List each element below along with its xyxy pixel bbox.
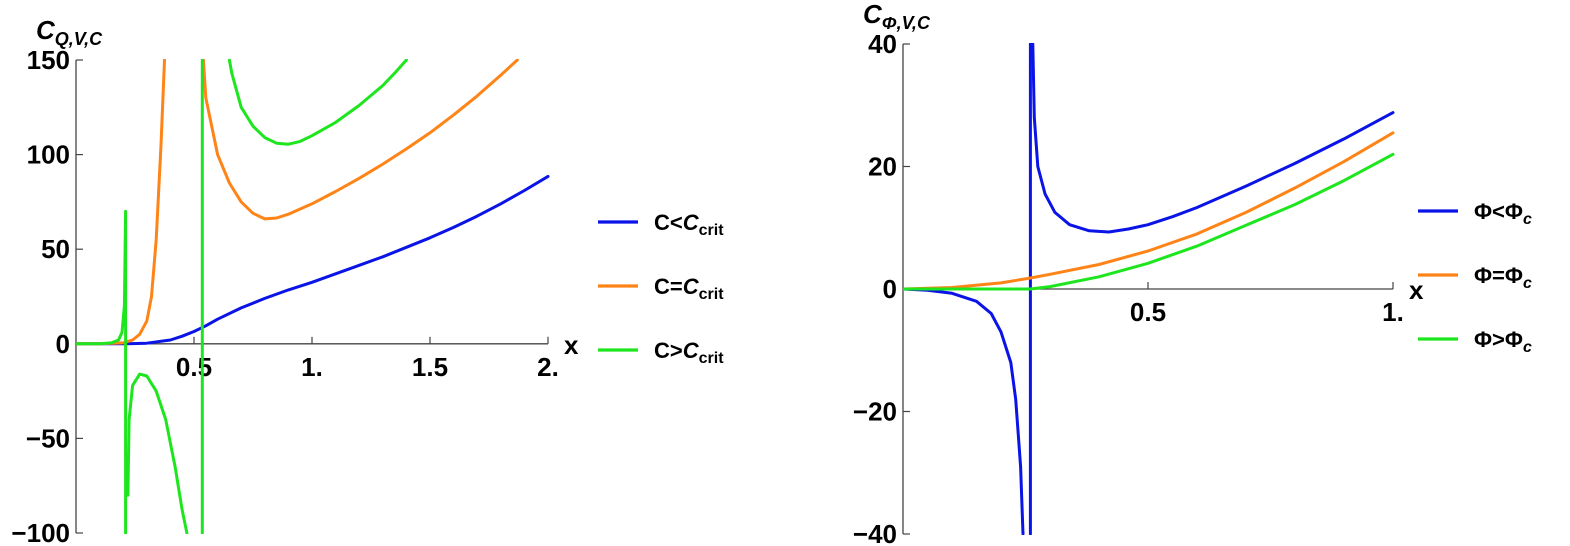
series-line-0-0 xyxy=(76,174,550,346)
series-line-1-0 xyxy=(1031,43,1395,234)
series-line-0-2 xyxy=(227,59,408,146)
y-axis-label: CQ,V,C xyxy=(36,15,103,49)
legend-label: C>Ccrit xyxy=(654,338,724,367)
y-tick-label: 50 xyxy=(41,234,70,264)
legend-label-sub: c xyxy=(1523,275,1532,292)
legend-item-0-1: C=Ccrit xyxy=(598,274,724,303)
y-tick-label: 100 xyxy=(27,140,70,170)
legend-label-sub: crit xyxy=(699,286,725,303)
x-tick-label: 2. xyxy=(537,352,559,382)
legend-label: Φ<Φc xyxy=(1474,199,1532,228)
series-line-1-2 xyxy=(903,152,1395,291)
y-axis-label-sub: Φ,V,C xyxy=(882,13,931,33)
legend-label-sub: crit xyxy=(699,350,725,367)
y-tick-label: 40 xyxy=(868,29,897,59)
y-axis-label: CΦ,V,C xyxy=(863,0,931,33)
x-tick-label: 1.5 xyxy=(412,352,448,382)
x-axis-label: x xyxy=(564,330,579,360)
x-tick-label: 1. xyxy=(301,352,323,382)
legend-label-sub: crit xyxy=(699,222,725,239)
legend-label-italic: C xyxy=(683,274,700,299)
y-tick-label: 20 xyxy=(868,152,897,182)
series-line-0-2 xyxy=(76,209,128,534)
legend-item-1-0: Φ<Φc xyxy=(1418,199,1532,228)
y-tick-label: −50 xyxy=(26,423,70,453)
legend-label-prefix: Φ>Φ xyxy=(1474,327,1523,352)
x-tick-label: 1. xyxy=(1382,297,1404,327)
y-axis-label-base: C xyxy=(36,15,56,45)
y-tick-label: 0 xyxy=(883,274,897,304)
series-line-1-0 xyxy=(903,287,1025,535)
series-group xyxy=(903,43,1395,535)
series-line-0-1 xyxy=(76,59,166,346)
series-group xyxy=(76,59,550,534)
y-axis-label-base: C xyxy=(863,0,883,29)
y-tick-label: −100 xyxy=(11,518,70,546)
legend-item-1-2: Φ>Φc xyxy=(1418,327,1532,356)
legend-label-prefix: C< xyxy=(654,210,683,235)
legend-item-1-1: Φ=Φc xyxy=(1418,263,1532,292)
legend-label: C<Ccrit xyxy=(654,210,724,239)
legend-label-prefix: C= xyxy=(654,274,683,299)
series-line-0-2 xyxy=(126,372,189,534)
legend-label-sub: c xyxy=(1523,211,1532,228)
series-line-0-1 xyxy=(201,59,519,221)
legend-item-0-0: C<Ccrit xyxy=(598,210,724,239)
legend-label: Φ=Φc xyxy=(1474,263,1532,292)
x-axis-label: x xyxy=(1409,275,1424,305)
y-tick-label: −40 xyxy=(853,519,897,546)
legend-label-italic: C xyxy=(683,338,700,363)
legend-label: Φ>Φc xyxy=(1474,327,1532,356)
legend-label-italic: C xyxy=(683,210,700,235)
y-tick-label: −20 xyxy=(853,397,897,427)
x-tick-label: 0.5 xyxy=(1130,297,1166,327)
legend-label: C=Ccrit xyxy=(654,274,724,303)
y-axis-label-sub: Q,V,C xyxy=(55,29,103,49)
legend-label-prefix: C> xyxy=(654,338,683,363)
legend-label-prefix: Φ<Φ xyxy=(1474,199,1523,224)
y-tick-label: 0 xyxy=(56,329,70,359)
y-tick-label: 150 xyxy=(27,45,70,75)
legend-label-prefix: Φ=Φ xyxy=(1474,263,1523,288)
series-line-1-1 xyxy=(903,131,1395,291)
legend-item-0-2: C>Ccrit xyxy=(598,338,724,367)
legend-label-sub: c xyxy=(1523,339,1532,356)
x-tick-label: 0.5 xyxy=(176,352,212,382)
